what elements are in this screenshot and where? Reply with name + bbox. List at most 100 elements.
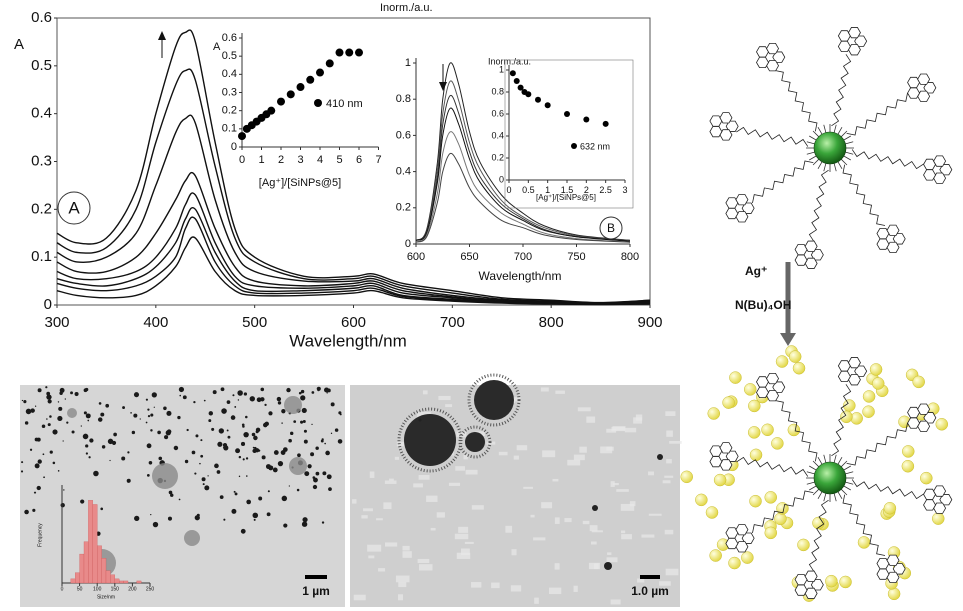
particle (23, 400, 27, 404)
surface-ligand (841, 489, 848, 496)
aggregate (289, 457, 307, 475)
scale-bar-label: 1.0 µm (631, 584, 669, 598)
data-point (325, 59, 334, 68)
particle (326, 474, 332, 480)
x-tick-label: 0 (61, 586, 64, 592)
particle (45, 386, 48, 389)
x-tick-label: 900 (637, 314, 662, 331)
silver-nanoparticle (776, 502, 789, 515)
y-tick-label: 0 (231, 141, 237, 153)
particle (199, 462, 201, 465)
particle (222, 446, 225, 448)
particle (191, 450, 196, 455)
particle (83, 411, 87, 415)
particle (173, 445, 179, 451)
spectrum-line (56, 236, 651, 306)
silver-nanoparticle (901, 459, 915, 473)
aromatic-ring (725, 450, 739, 462)
data-point (345, 48, 354, 57)
silver-nanoparticle (797, 538, 810, 552)
particle (49, 415, 52, 418)
texture (523, 486, 533, 489)
particle (221, 408, 227, 414)
particle (334, 428, 339, 432)
particle (280, 450, 286, 455)
texture (363, 508, 373, 512)
x-axis-label: Wavelength/nm (479, 269, 562, 283)
particle (24, 421, 29, 425)
data-point (296, 83, 305, 92)
surface-ligand (806, 151, 815, 155)
linker-arm (774, 70, 818, 132)
histogram-bar (119, 580, 124, 584)
particle (32, 508, 36, 512)
series-label: 410 nm (326, 98, 363, 110)
texture (460, 548, 470, 556)
aromatic-ring (907, 87, 921, 99)
particle (249, 396, 255, 402)
texture (530, 514, 535, 518)
silver-nanoparticle (857, 536, 871, 549)
panel-label: B (607, 221, 615, 235)
surface-ligand (843, 135, 851, 141)
particle (109, 459, 111, 462)
particle (242, 458, 245, 461)
particle (264, 403, 267, 407)
particle (300, 420, 304, 424)
particle (177, 415, 181, 420)
aromatic-ring (837, 360, 851, 372)
particle (315, 471, 320, 476)
silver-nanoparticle (775, 355, 789, 368)
molecule-diagrams (680, 27, 953, 602)
data-point (316, 68, 324, 77)
particle (41, 424, 46, 428)
particle (127, 451, 130, 454)
texture (418, 475, 430, 480)
surface-ligand (817, 491, 823, 499)
particle (223, 518, 226, 521)
reagent: Ag⁺ (745, 264, 767, 278)
aromatic-ring (794, 243, 808, 256)
x-tick-label: 100 (93, 586, 102, 592)
particle (214, 463, 219, 469)
silver-nanoparticle (931, 512, 945, 525)
data-point (238, 132, 246, 141)
particle (36, 437, 41, 442)
texture (594, 563, 599, 570)
charts: 300 400 500 600 700 800 90000.10.20.30.40.50.6… (14, 2, 663, 600)
aromatic-ring (892, 563, 906, 575)
texture (398, 582, 407, 588)
aromatic-ring (725, 537, 739, 550)
x-tick-label: 2 (278, 154, 284, 166)
particle (231, 508, 237, 514)
texture (534, 597, 539, 604)
particle (49, 450, 53, 454)
texture (448, 482, 461, 486)
x-tick-label: 650 (460, 251, 478, 263)
particle (57, 470, 60, 472)
particle (85, 444, 89, 448)
linker-arm (831, 54, 852, 127)
particle (80, 425, 82, 427)
particle (157, 430, 161, 435)
particle (261, 455, 266, 460)
particle (322, 471, 327, 476)
particle (252, 448, 257, 454)
particle (326, 392, 328, 394)
particle (145, 421, 148, 424)
surface-ligand (817, 161, 823, 169)
texture (430, 527, 436, 531)
texture (471, 505, 484, 510)
texture (455, 466, 466, 471)
particle (266, 512, 271, 517)
particle (148, 461, 153, 465)
particle (113, 432, 117, 437)
aromatic-ring (886, 554, 900, 566)
particle (194, 472, 197, 475)
silver-nanoparticle (912, 375, 925, 389)
surface-ligand (806, 471, 815, 475)
y-tick-label: 0.6 (31, 9, 52, 26)
texture (633, 417, 643, 424)
particle (150, 429, 153, 432)
